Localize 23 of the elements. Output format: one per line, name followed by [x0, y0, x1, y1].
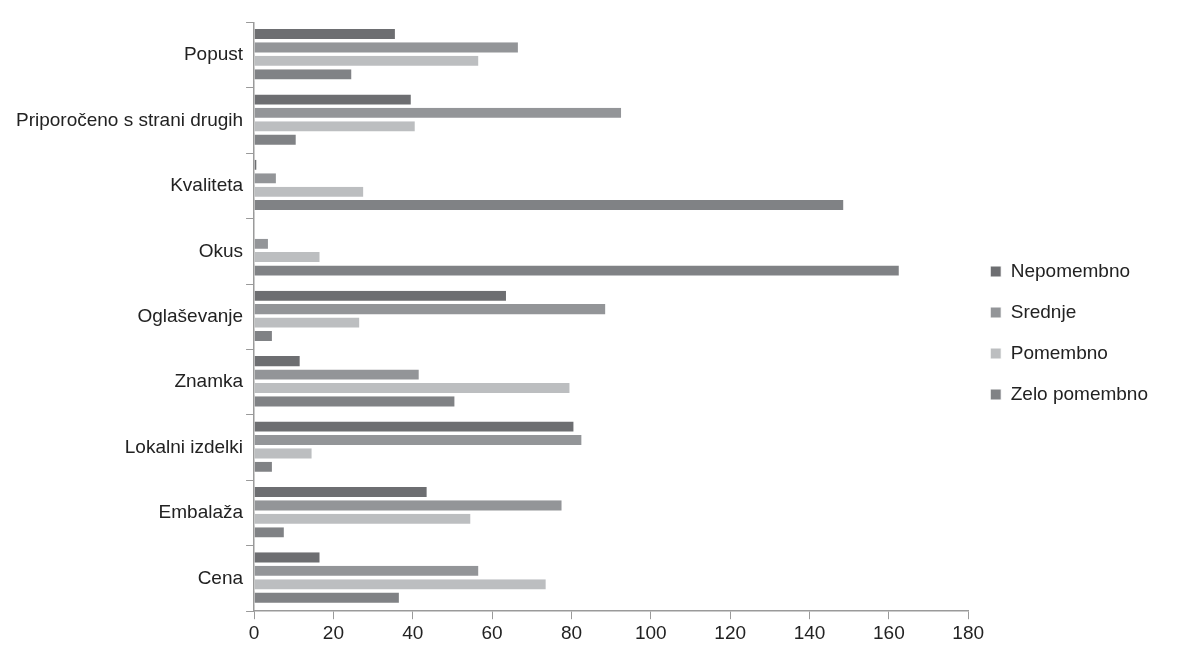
y-tick-label: Popust — [183, 43, 244, 65]
x-tick-label: 140 — [793, 621, 826, 643]
y-tick-label: Lokalni izdelki — [124, 435, 244, 457]
x-tick-label: 60 — [481, 621, 503, 643]
legend-label: Nepomembno — [1010, 259, 1131, 281]
legend-label: Zelo pomembno — [1010, 382, 1148, 404]
x-tick-label: 40 — [402, 621, 424, 643]
y-tick-label: Kvaliteta — [170, 174, 244, 196]
x-tick-label: 0 — [248, 621, 260, 643]
y-tick-label: Priporočeno s strani drugih — [15, 108, 244, 130]
x-tick-label: 20 — [322, 621, 344, 643]
y-tick-label: Oglaševanje — [137, 305, 244, 327]
legend-label: Pomembno — [1010, 341, 1108, 363]
y-tick-label: Embalaža — [158, 501, 244, 523]
x-tick-label: 100 — [634, 621, 667, 643]
y-tick-label: Okus — [198, 239, 244, 261]
x-tick-label: 180 — [952, 621, 985, 643]
legend-label: Srednje — [1010, 300, 1077, 322]
y-tick-label: Cena — [197, 566, 244, 588]
x-tick-label: 80 — [560, 621, 583, 643]
x-tick-label: 160 — [873, 621, 905, 643]
x-tick-label: 120 — [714, 621, 747, 643]
y-tick-label: Znamka — [174, 370, 244, 392]
